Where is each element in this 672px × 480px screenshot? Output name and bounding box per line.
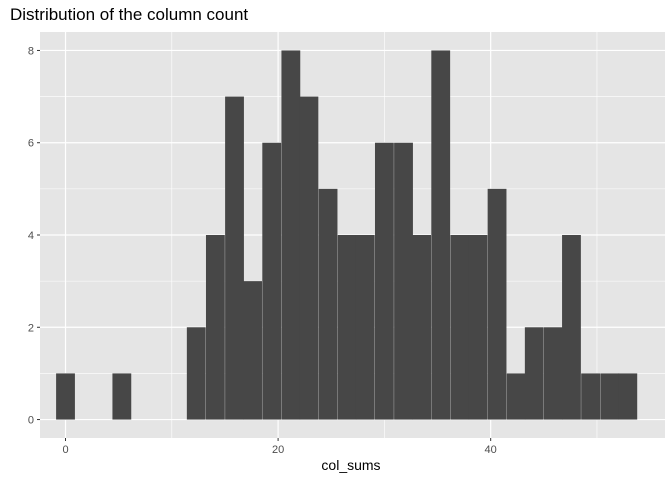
histogram-bar — [468, 235, 488, 420]
histogram-bar — [205, 235, 225, 420]
histogram-bar — [581, 373, 601, 420]
histogram-bars — [56, 50, 638, 420]
histogram-bar — [225, 96, 244, 420]
y-tick-label: 4 — [28, 230, 34, 242]
histogram-bar — [374, 142, 394, 420]
y-tick-label: 2 — [28, 322, 34, 334]
histogram-bar — [281, 50, 301, 420]
histogram-bar — [394, 142, 413, 420]
histogram-bar — [318, 188, 338, 420]
y-axis-ticks: 0 2 4 6 8 — [28, 45, 40, 427]
x-tick-label: 0 — [62, 444, 68, 456]
histogram-bar — [524, 327, 544, 420]
histogram-bar — [562, 235, 581, 420]
histogram-bar — [543, 327, 563, 420]
histogram-bar — [355, 235, 375, 420]
histogram-bar — [112, 373, 132, 420]
histogram-bar — [412, 235, 431, 420]
histogram-bar — [506, 373, 526, 420]
histogram-bar — [337, 235, 357, 420]
histogram-bar — [243, 281, 262, 420]
histogram-bar — [487, 188, 507, 420]
y-tick-label: 6 — [28, 138, 34, 150]
x-tick-label: 20 — [272, 444, 284, 456]
histogram-bar — [186, 327, 206, 420]
y-tick-label: 8 — [28, 45, 34, 57]
x-axis-ticks: 0 20 40 — [62, 438, 497, 456]
x-axis-title: col_sums — [321, 457, 380, 473]
histogram-bar — [299, 96, 319, 420]
histogram-bar — [56, 373, 75, 420]
y-tick-label: 0 — [28, 415, 34, 427]
x-tick-label: 40 — [485, 444, 497, 456]
histogram-bar — [618, 373, 638, 420]
histogram-bar — [600, 373, 620, 420]
chart-title: Distribution of the column count — [10, 5, 248, 24]
histogram-bar — [431, 50, 451, 420]
histogram-bar — [262, 142, 282, 420]
histogram-bar — [450, 235, 470, 420]
